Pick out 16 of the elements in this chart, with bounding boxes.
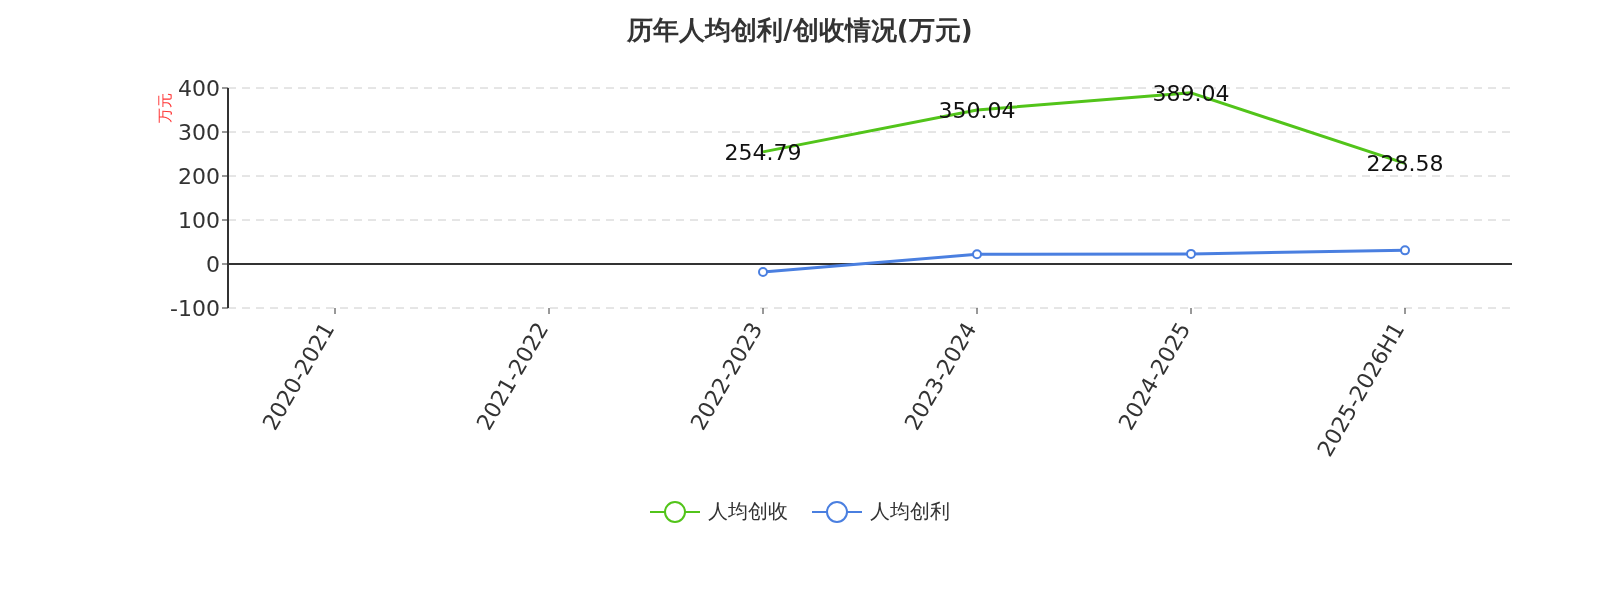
point	[972, 249, 982, 260]
y-tick-label: 0	[206, 251, 220, 277]
data-label: 228.58	[1366, 151, 1444, 177]
point	[1400, 245, 1410, 256]
y-tick-label: 300	[178, 119, 220, 145]
y-tick-label: 200	[178, 163, 220, 189]
y-tick-label: -100	[170, 295, 220, 321]
legend-label: 人均创利	[870, 498, 950, 525]
y-tick-label: 100	[178, 207, 220, 233]
legend-label: 人均创收	[708, 498, 788, 525]
y-tick-label: 400	[178, 75, 220, 101]
point	[758, 266, 768, 277]
point	[1186, 248, 1196, 259]
chart-title: 历年人均创利/创收情况(万元)	[626, 14, 974, 47]
y-axis-title: 万元	[156, 93, 174, 123]
data-label: 254.79	[724, 139, 802, 165]
